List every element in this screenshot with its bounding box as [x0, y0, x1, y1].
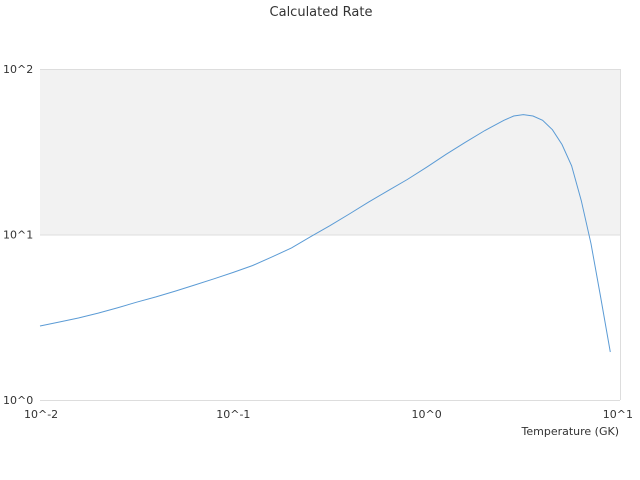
y-tick-label: 10^2	[3, 63, 33, 76]
x-tick-label: 10^0	[412, 408, 442, 421]
y-tick-label: 10^1	[3, 229, 33, 242]
chart-title: Calculated Rate	[270, 5, 373, 20]
tick-labels: 10^0 10^1 10^2 10^-2 10^-1 10^0 10^1	[3, 63, 633, 421]
x-axis-label: Temperature (GK)	[521, 425, 620, 438]
plot-band	[40, 69, 620, 235]
x-tick-label: 10^-1	[216, 408, 250, 421]
plot-area	[39, 69, 621, 401]
x-tick-label: 10^-2	[24, 408, 58, 421]
rate-series-line	[39, 114, 611, 353]
x-tick-label: 10^1	[603, 408, 633, 421]
y-tick-label: 10^0	[3, 394, 33, 407]
